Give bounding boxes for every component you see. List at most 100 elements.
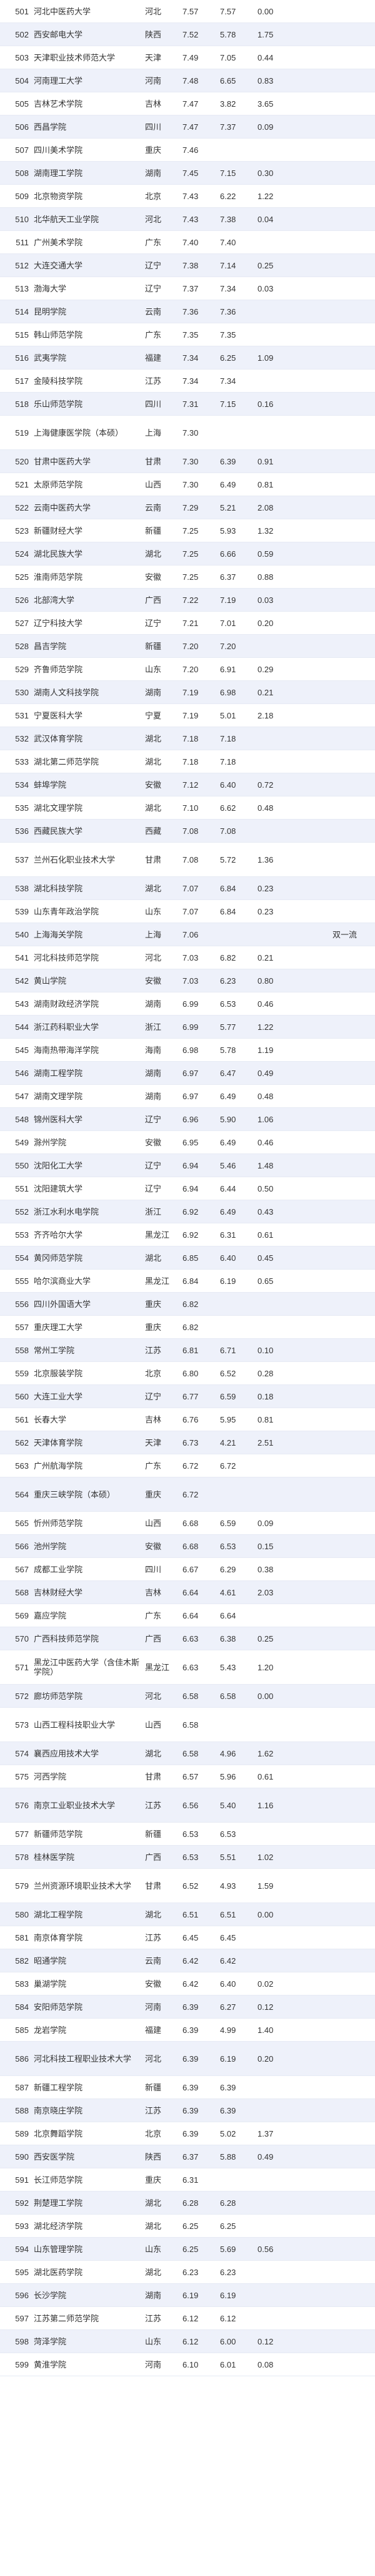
cell-s1: 7.35 — [218, 323, 255, 346]
cell-score: 7.22 — [180, 588, 218, 612]
cell-name: 河北科技工程职业技术大学 — [31, 2041, 142, 2076]
cell-s2: 0.30 — [255, 161, 292, 185]
cell-s3 — [292, 2041, 330, 2076]
cell-tag — [330, 138, 375, 162]
cell-name: 黄山学院 — [31, 969, 142, 992]
table-row: 545 海南热带海洋学院 海南 6.98 5.78 1.19 — [0, 1038, 375, 1062]
cell-rank: 554 — [0, 1246, 31, 1270]
cell-prov: 湖南 — [142, 1084, 180, 1108]
cell-s2 — [255, 1822, 292, 1846]
cell-prov: 北京 — [142, 2122, 180, 2145]
cell-s2: 1.36 — [255, 842, 292, 877]
table-row: 544 浙江药科职业大学 浙江 6.99 5.77 1.22 — [0, 1015, 375, 1039]
cell-score: 7.37 — [180, 277, 218, 300]
cell-prov: 湖北 — [142, 2214, 180, 2238]
cell-s2: 1.48 — [255, 1153, 292, 1177]
cell-s2 — [255, 1949, 292, 1972]
cell-rank: 523 — [0, 519, 31, 542]
cell-tag — [330, 1511, 375, 1535]
cell-rank: 565 — [0, 1511, 31, 1535]
cell-rank: 549 — [0, 1130, 31, 1154]
cell-score: 7.30 — [180, 449, 218, 473]
cell-tag — [330, 1903, 375, 1926]
cell-tag — [330, 207, 375, 231]
cell-tag — [330, 1153, 375, 1177]
cell-prov: 山东 — [142, 657, 180, 681]
cell-s3 — [292, 2353, 330, 2376]
cell-s2: 0.18 — [255, 1384, 292, 1408]
table-row: 521 太原师范学院 山西 7.30 6.49 0.81 — [0, 473, 375, 496]
table-row: 561 长春大学 吉林 6.76 5.95 0.81 — [0, 1408, 375, 1431]
cell-rank: 508 — [0, 161, 31, 185]
cell-prov: 辽宁 — [142, 1177, 180, 1200]
cell-s1: 5.96 — [218, 1765, 255, 1788]
cell-prov: 广西 — [142, 1627, 180, 1650]
cell-s1: 6.40 — [218, 1246, 255, 1270]
cell-tag — [330, 1557, 375, 1581]
cell-s1: 6.37 — [218, 565, 255, 589]
cell-score: 6.95 — [180, 1130, 218, 1154]
table-row: 511 广州美术学院 广东 7.40 7.40 — [0, 230, 375, 254]
cell-s3 — [292, 277, 330, 300]
cell-name: 云南中医药大学 — [31, 496, 142, 519]
cell-s1: 6.52 — [218, 1361, 255, 1385]
cell-tag — [330, 819, 375, 843]
cell-rank: 582 — [0, 1949, 31, 1972]
cell-s1: 7.34 — [218, 277, 255, 300]
cell-s3 — [292, 519, 330, 542]
cell-name: 江苏第二师范学院 — [31, 2306, 142, 2330]
cell-s3 — [292, 1788, 330, 1823]
cell-rank: 567 — [0, 1557, 31, 1581]
cell-rank: 512 — [0, 253, 31, 277]
cell-rank: 538 — [0, 876, 31, 900]
cell-s3 — [292, 657, 330, 681]
cell-s1: 6.84 — [218, 876, 255, 900]
cell-s1: 5.69 — [218, 2237, 255, 2261]
cell-s2: 0.46 — [255, 992, 292, 1016]
cell-s1: 6.59 — [218, 1511, 255, 1535]
cell-tag — [330, 184, 375, 208]
cell-s3 — [292, 1557, 330, 1581]
cell-score: 6.12 — [180, 2329, 218, 2353]
cell-score: 6.82 — [180, 1315, 218, 1339]
cell-s3 — [292, 2075, 330, 2099]
cell-score: 7.52 — [180, 22, 218, 46]
cell-s2: 2.03 — [255, 1580, 292, 1604]
cell-prov: 重庆 — [142, 1315, 180, 1339]
cell-s2: 1.20 — [255, 1650, 292, 1685]
cell-rank: 585 — [0, 2018, 31, 2042]
cell-s1: 4.99 — [218, 2018, 255, 2042]
cell-s2: 0.00 — [255, 0, 292, 23]
cell-s3 — [292, 1338, 330, 1362]
cell-prov: 广东 — [142, 1604, 180, 1627]
cell-name: 北京服装学院 — [31, 1361, 142, 1385]
cell-score: 7.30 — [180, 415, 218, 450]
cell-prov: 辽宁 — [142, 1107, 180, 1131]
cell-prov: 新疆 — [142, 519, 180, 542]
cell-s2: 0.21 — [255, 946, 292, 969]
cell-s3 — [292, 2237, 330, 2261]
cell-s2: 1.59 — [255, 1868, 292, 1903]
cell-s1: 6.45 — [218, 1926, 255, 1949]
cell-s2: 1.06 — [255, 1107, 292, 1131]
cell-tag — [330, 2018, 375, 2042]
cell-score: 7.47 — [180, 115, 218, 139]
cell-tag — [330, 1269, 375, 1293]
table-row: 501 河北中医药大学 河北 7.57 7.57 0.00 — [0, 0, 375, 23]
cell-s2: 0.81 — [255, 1408, 292, 1431]
cell-s2: 1.37 — [255, 2122, 292, 2145]
cell-rank: 546 — [0, 1061, 31, 1085]
table-row: 527 辽宁科技大学 辽宁 7.21 7.01 0.20 — [0, 611, 375, 635]
cell-s2: 0.02 — [255, 1972, 292, 1996]
cell-name: 浙江水利水电学院 — [31, 1200, 142, 1223]
cell-s2: 1.32 — [255, 519, 292, 542]
cell-s2 — [255, 1926, 292, 1949]
cell-s3 — [292, 2306, 330, 2330]
cell-name: 西藏民族大学 — [31, 819, 142, 843]
cell-prov: 新疆 — [142, 634, 180, 658]
cell-prov: 河北 — [142, 2041, 180, 2076]
cell-score: 7.34 — [180, 346, 218, 370]
cell-s1: 6.23 — [218, 969, 255, 992]
cell-name: 北京物资学院 — [31, 184, 142, 208]
cell-score: 6.63 — [180, 1627, 218, 1650]
